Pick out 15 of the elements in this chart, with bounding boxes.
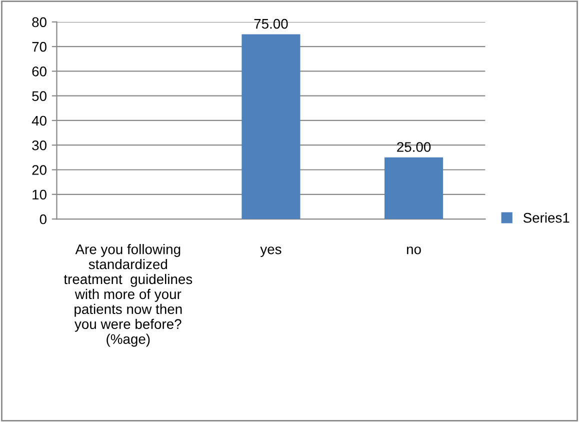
y-tick-label: 40: [32, 116, 46, 126]
y-tick-label: 0: [40, 214, 46, 224]
y-tick-label: 20: [32, 165, 46, 175]
y-tick-label: 50: [32, 91, 46, 102]
data-label: 25.00: [397, 142, 431, 152]
data-label: 75.00: [254, 18, 288, 29]
x-tick-label: no: [406, 246, 421, 254]
x-tick-label: yes: [260, 246, 282, 257]
y-tick-label: 10: [32, 190, 46, 200]
legend-label: Series1: [523, 212, 570, 223]
y-tick-label: 70: [32, 42, 46, 52]
x-tick-label: Are you following standardized treatment guidelines with more of your patients now then you were before? (%age): [64, 244, 192, 347]
y-tick-label: 30: [32, 140, 46, 150]
y-tick-label: 60: [32, 66, 46, 76]
y-tick-label: 80: [32, 17, 46, 28]
